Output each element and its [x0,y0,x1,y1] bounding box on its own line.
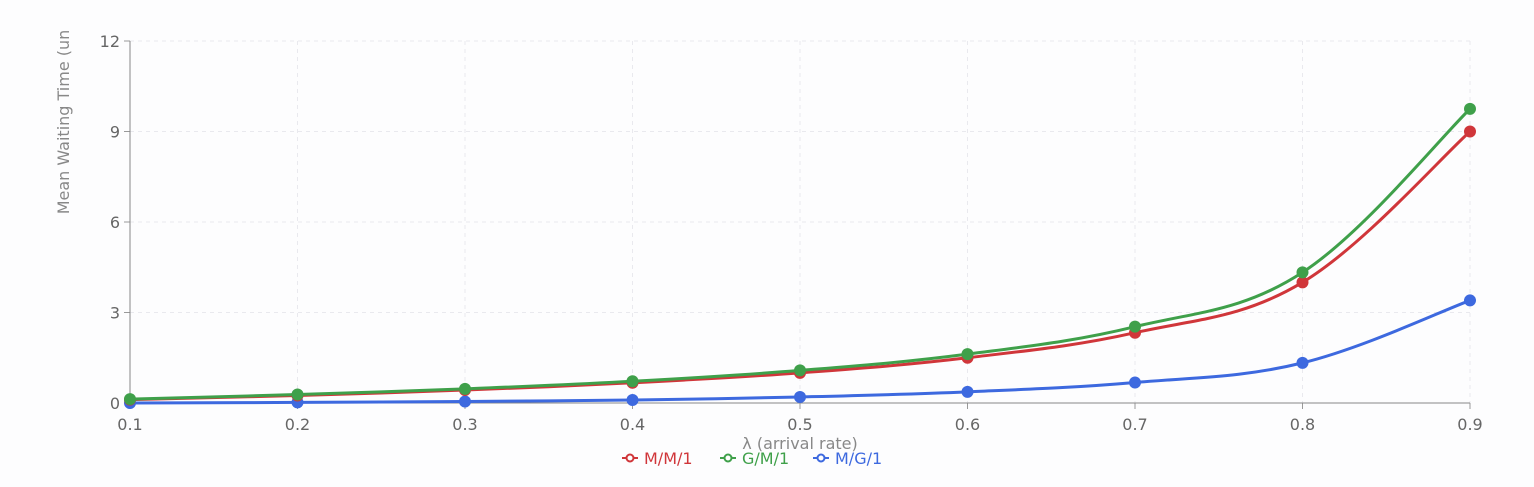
x-tick-label: 0.7 [1122,415,1147,434]
legend-item-mg1[interactable]: M/G/1 [813,449,882,468]
series-lines [128,107,1472,405]
x-tick-label: 0.6 [955,415,980,434]
data-point-mg1[interactable] [459,395,471,408]
data-point-gm1[interactable] [626,375,639,388]
data-point-mg1[interactable] [794,390,806,403]
x-tick-label: 0.9 [1457,415,1482,434]
series-line-gm1 [128,107,1472,401]
data-point-gm1[interactable] [124,393,136,406]
legend-label: M/G/1 [835,449,882,468]
data-point-gm1[interactable] [1296,266,1309,279]
data-point-gm1[interactable] [1464,102,1476,115]
legend-swatch-marker [625,453,635,463]
data-point-mg1[interactable] [626,393,639,406]
y-tick-label: 9 [110,123,120,142]
data-point-mm1[interactable] [1296,276,1309,289]
x-tick-label: 0.2 [285,415,310,434]
legend-swatch-marker [723,453,733,463]
data-point-mm1[interactable] [1464,125,1476,138]
y-tick-label: 3 [110,304,120,323]
x-tick-label: 0.3 [452,415,477,434]
x-tick-label: 0.8 [1290,415,1315,434]
data-point-mg1[interactable] [961,385,974,398]
data-point-gm1[interactable] [1129,320,1141,333]
data-point-mg1[interactable] [1296,356,1309,369]
legend-swatch-marker [816,453,826,463]
data-point-mg1[interactable] [1129,376,1141,389]
data-point-gm1[interactable] [961,348,974,361]
y-tick-label: 12 [100,32,120,51]
x-tick-label: 0.5 [787,415,812,434]
legend-item-gm1[interactable]: G/M/1 [720,449,789,468]
series-points [124,102,1476,409]
x-tick-label: 0.1 [117,415,142,434]
x-tick-label: 0.4 [620,415,645,434]
y-tick-label: 0 [110,394,120,413]
data-point-gm1[interactable] [291,388,304,401]
y-tick-label: 6 [110,213,120,232]
legend: M/M/1 G/M/1 M/G/1 [622,449,882,468]
grid [129,40,1471,403]
legend-label: M/M/1 [644,449,693,468]
data-point-mg1[interactable] [1464,294,1476,307]
legend-item-mm1[interactable]: M/M/1 [622,449,693,468]
legend-label: G/M/1 [742,449,789,468]
x-axis-title: λ (arrival rate) [742,434,857,453]
data-point-gm1[interactable] [459,382,471,395]
data-point-gm1[interactable] [794,364,806,377]
y-axis-title: Mean Waiting Time (un [54,30,73,215]
